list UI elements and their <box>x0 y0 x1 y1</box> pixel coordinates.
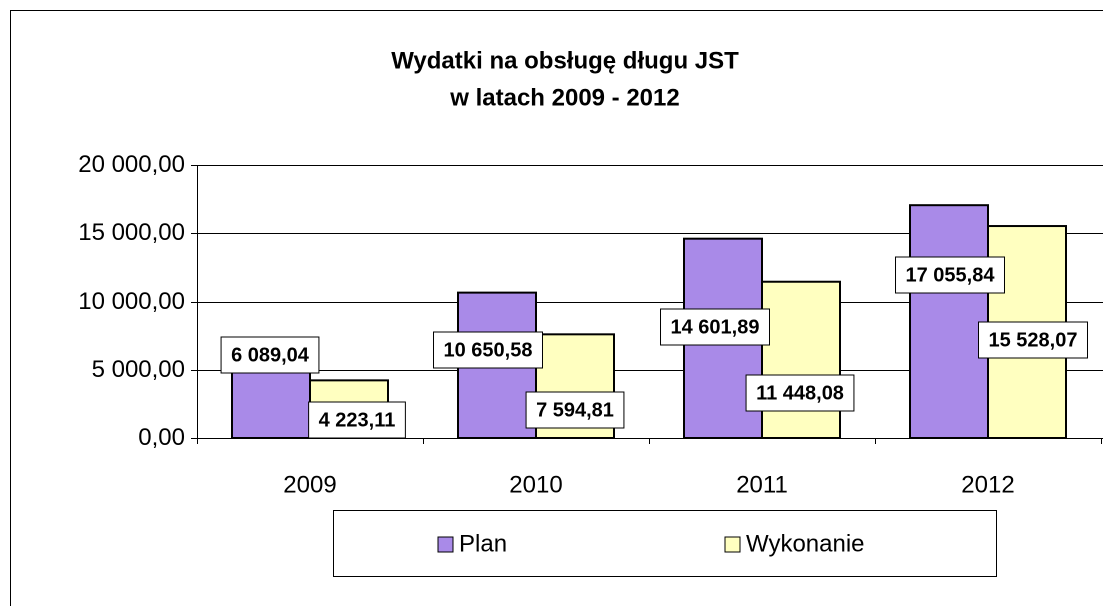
y-tick-label: 0,00 <box>138 424 185 451</box>
legend-label: Wykonanie <box>746 530 865 557</box>
data-label: 10 650,58 <box>444 339 533 361</box>
data-label: 17 055,84 <box>906 264 996 286</box>
legend-swatch <box>724 536 741 553</box>
data-label-box <box>895 256 1005 294</box>
data-label: 4 223,11 <box>319 409 396 431</box>
legend-label: Plan <box>459 530 507 557</box>
data-label: 7 594,81 <box>536 399 614 421</box>
x-tick-label: 2010 <box>509 471 562 498</box>
x-tick-label: 2009 <box>283 471 336 498</box>
data-label-box <box>308 401 406 439</box>
data-label-box <box>745 374 855 412</box>
legend <box>333 510 997 577</box>
data-label-box <box>525 391 625 429</box>
data-label: 14 601,89 <box>671 316 760 338</box>
chart-title: Wydatki na obsługę długu JST <box>391 47 739 74</box>
x-tick-label: 2011 <box>736 471 788 498</box>
x-tick-label: 2012 <box>961 471 1014 498</box>
data-label-box <box>978 321 1088 359</box>
bar <box>909 204 989 439</box>
data-label: 6 089,04 <box>231 344 310 366</box>
data-label-box <box>660 308 770 346</box>
chart-title: w latach 2009 - 2012 <box>449 84 679 111</box>
data-label-box <box>433 331 543 369</box>
data-label-box <box>220 336 320 374</box>
y-tick-label: 20 000,00 <box>78 151 185 178</box>
y-tick-label: 15 000,00 <box>78 219 185 246</box>
y-tick-label: 10 000,00 <box>78 288 185 315</box>
data-label: 11 448,08 <box>756 382 844 404</box>
data-label: 15 528,07 <box>989 329 1078 351</box>
legend-swatch <box>437 536 454 553</box>
y-tick-label: 5 000,00 <box>92 356 185 383</box>
bar <box>761 280 841 439</box>
